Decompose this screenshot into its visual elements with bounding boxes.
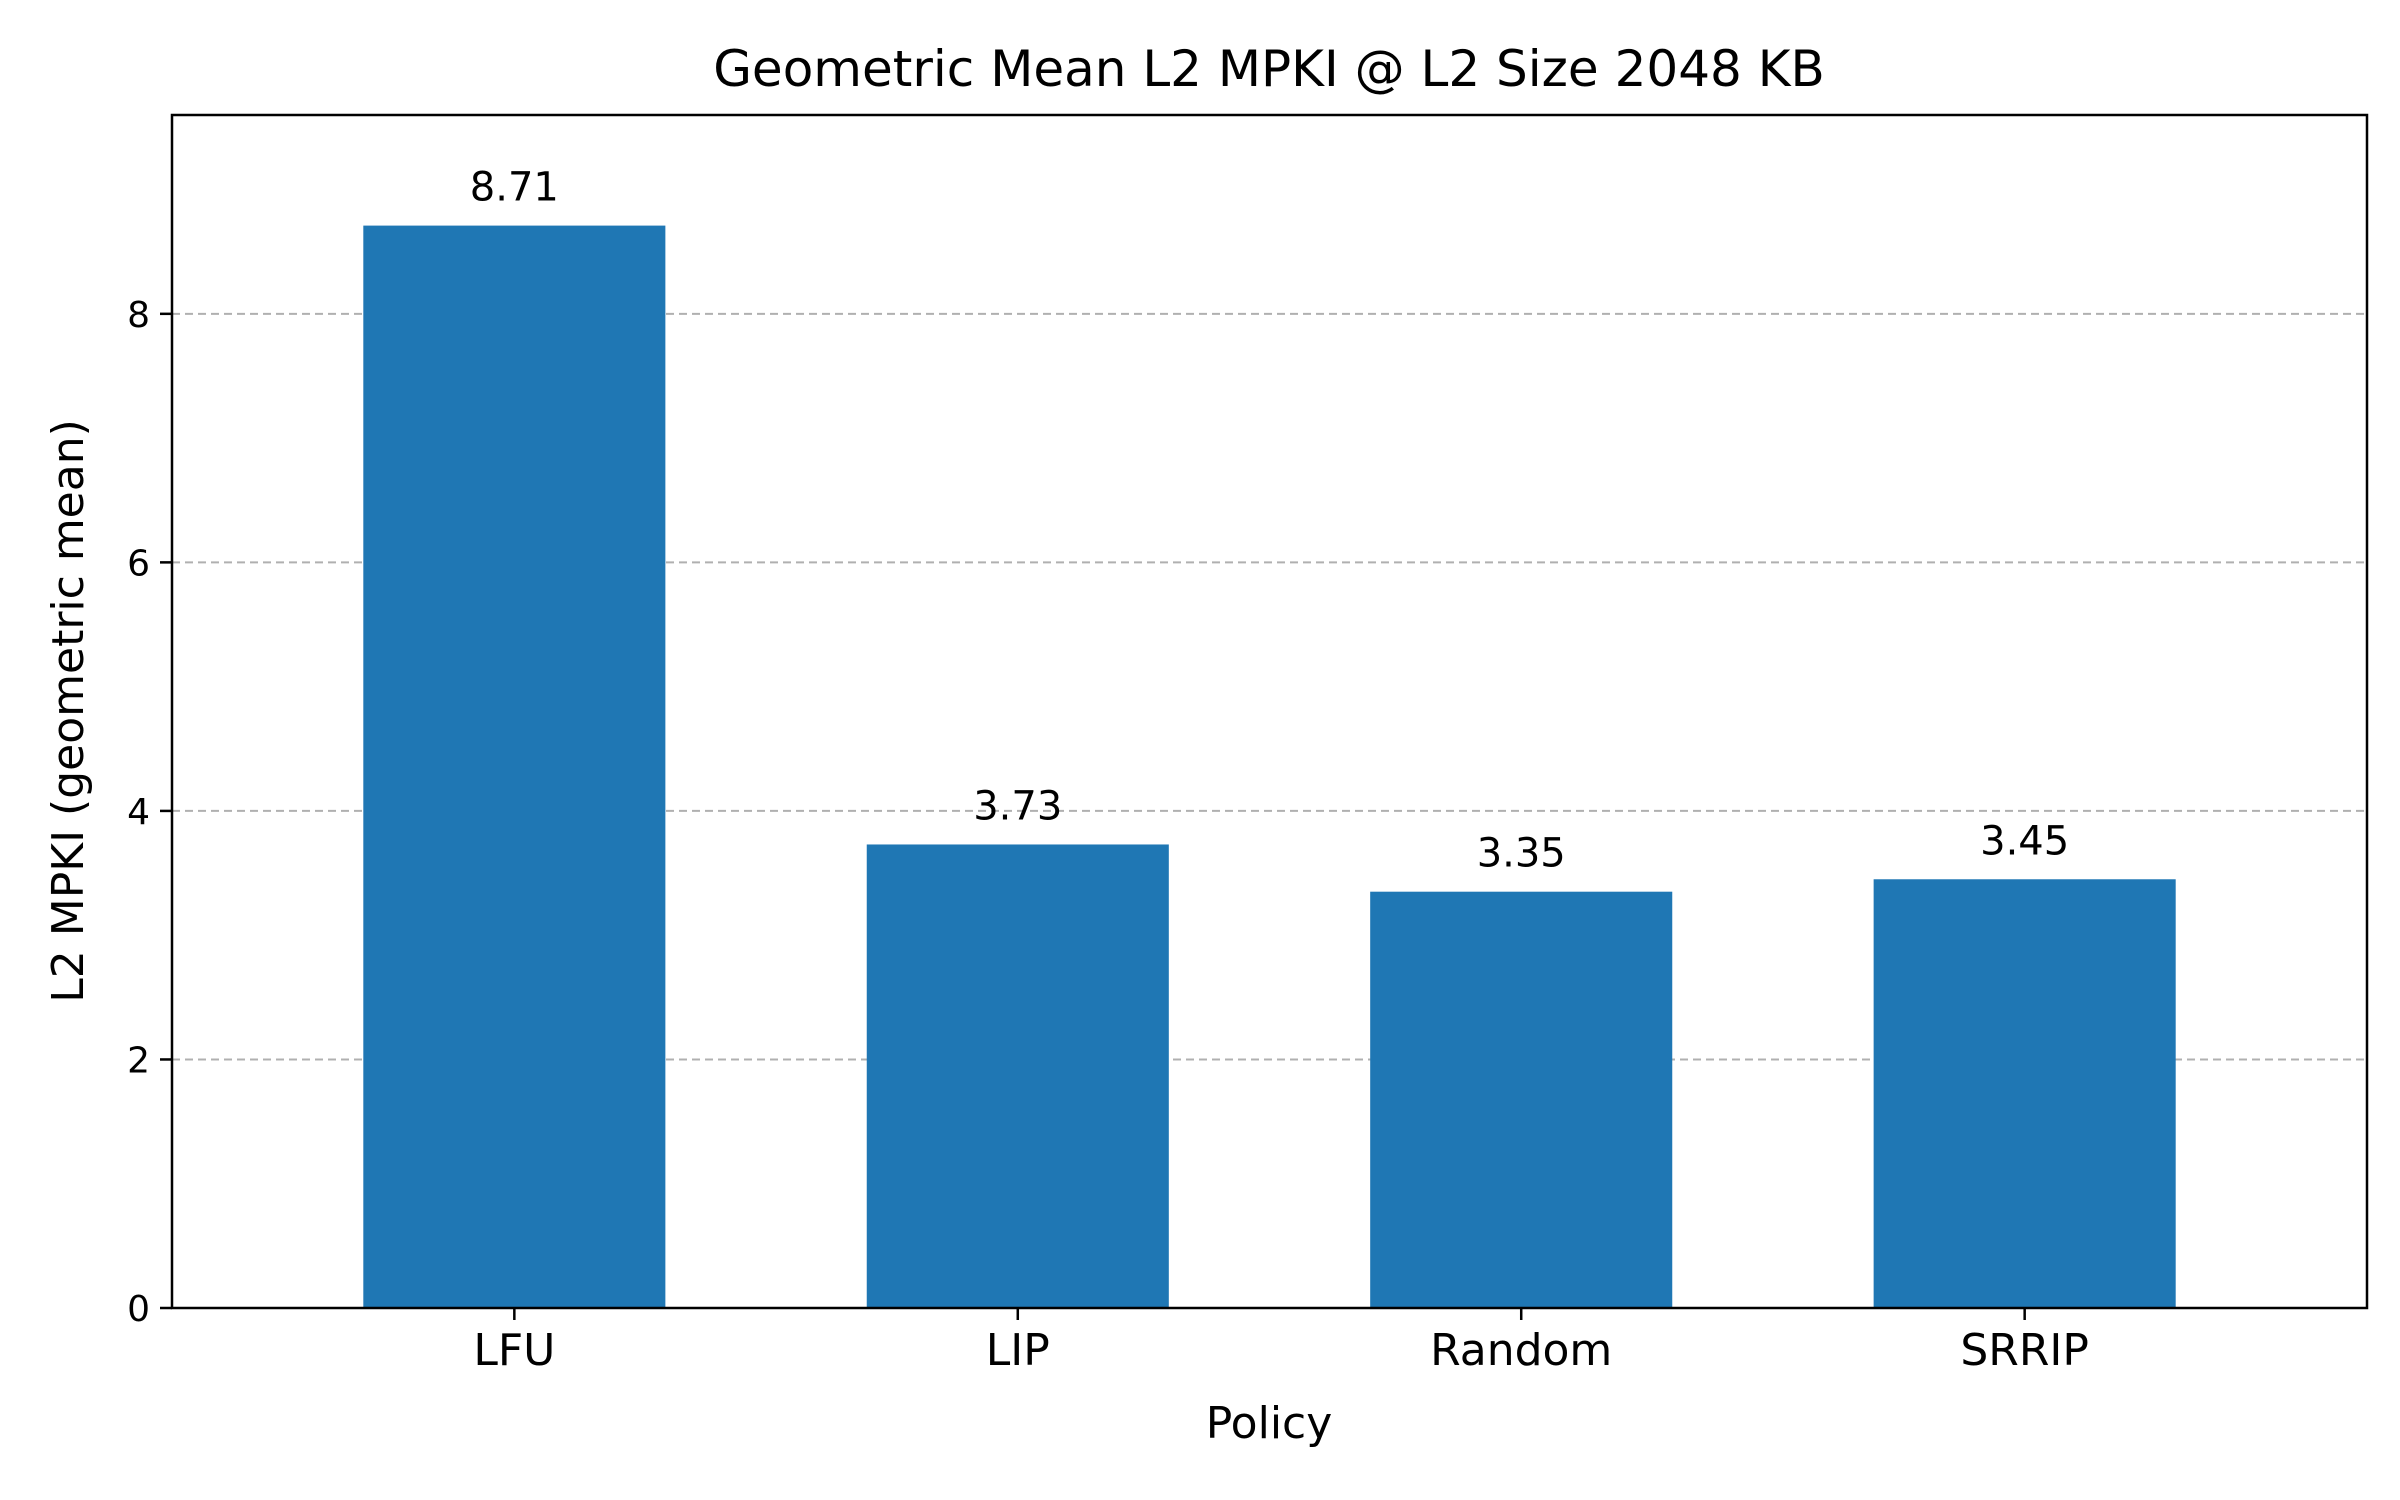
data-label-lip: 3.73 xyxy=(973,783,1062,829)
y-tick-label: 4 xyxy=(127,792,150,833)
x-tick-label-lip: LIP xyxy=(986,1325,1050,1376)
bar-srrip xyxy=(1873,879,2176,1308)
y-axis-label: L2 MPKI (geometric mean) xyxy=(43,419,94,1003)
y-axis-ticks: 0 2 4 6 8 xyxy=(127,295,172,1330)
bar-lip xyxy=(866,844,1169,1308)
data-label-srrip: 3.45 xyxy=(1980,818,2069,864)
data-label-random: 3.35 xyxy=(1477,831,1566,877)
y-tick-label: 8 xyxy=(127,295,150,336)
bar-random xyxy=(1370,891,1673,1308)
bars xyxy=(363,225,2176,1308)
y-tick-label: 6 xyxy=(127,543,150,584)
x-axis-label: Policy xyxy=(1206,1398,1333,1449)
x-tick-label-lfu: LFU xyxy=(473,1325,555,1376)
y-tick-label: 2 xyxy=(127,1040,150,1081)
x-axis-ticks: LFU LIP Random SRRIP xyxy=(473,1308,2089,1376)
bar-lfu xyxy=(363,225,666,1308)
x-tick-label-srrip: SRRIP xyxy=(1960,1325,2089,1376)
x-tick-label-random: Random xyxy=(1430,1325,1612,1376)
plot-area-frame xyxy=(170,113,2369,1310)
data-label-lfu: 8.71 xyxy=(470,165,559,211)
data-labels: 8.71 3.73 3.35 3.45 xyxy=(470,165,2069,877)
y-tick-label: 0 xyxy=(127,1289,150,1330)
chart-title: Geometric Mean L2 MPKI @ L2 Size 2048 KB xyxy=(713,40,1825,98)
